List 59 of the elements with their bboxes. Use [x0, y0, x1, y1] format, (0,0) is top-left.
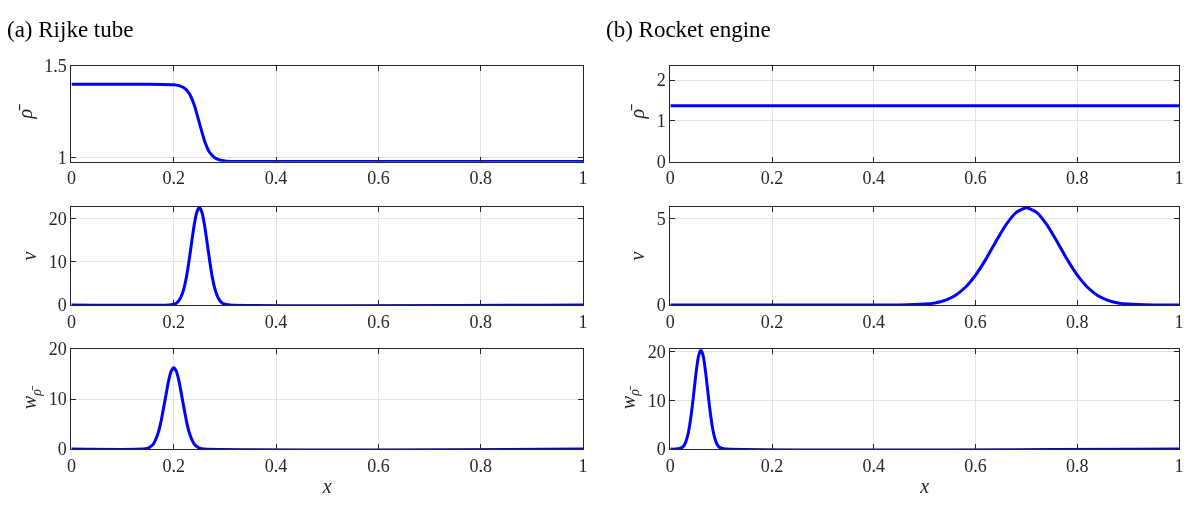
- x-tick-label: 0.4: [862, 311, 886, 332]
- line-series: [670, 206, 1180, 305]
- y-tick-label: 0: [656, 295, 666, 316]
- x-tick-label: 0.2: [760, 455, 784, 476]
- x-tick-label: 0.2: [760, 168, 784, 189]
- chart-title: (b) Rocket engine: [606, 17, 771, 42]
- y-tick-label: 1: [57, 148, 67, 169]
- y-tick-label: 20: [647, 341, 666, 362]
- y-tick-label: 10: [647, 390, 666, 411]
- y-axis-title: v: [626, 251, 649, 261]
- x-tick-label: 0.4: [264, 168, 288, 189]
- x-tick-label: 0.8: [1066, 168, 1089, 189]
- x-tick-label: 0.4: [862, 455, 886, 476]
- x-tick-label: 1: [578, 311, 588, 332]
- y-tick-label: 0: [656, 439, 666, 460]
- y-tick-label: 10: [48, 251, 67, 272]
- x-tick-label: 0.8: [1066, 455, 1089, 476]
- x-tick-label: 0.2: [162, 455, 186, 476]
- y-tick-label: 1: [656, 111, 666, 132]
- y-tick-label: 5: [656, 208, 666, 229]
- x-tick-label: 1: [578, 455, 588, 476]
- x-tick-label: 1: [1174, 311, 1184, 332]
- y-tick-label: 2: [656, 70, 666, 91]
- x-tick-label: 0.8: [469, 168, 493, 189]
- x-axis-title: x: [321, 475, 332, 498]
- y-tick-label: 20: [48, 208, 67, 229]
- y-axis-title: ρ̄: [626, 103, 650, 120]
- y-tick-label: 10: [48, 389, 67, 410]
- line-series: [670, 349, 1180, 450]
- y-tick-label: 0: [57, 439, 67, 460]
- x-tick-label: 0.6: [964, 311, 987, 332]
- x-tick-label: 1: [1174, 168, 1184, 189]
- x-tick-label: 1: [578, 168, 588, 189]
- x-tick-label: 0.8: [469, 311, 493, 332]
- x-tick-label: 1: [1174, 455, 1184, 476]
- x-tick-label: 0.6: [367, 168, 390, 189]
- y-tick-label: 20: [48, 339, 67, 360]
- line-series: [71, 82, 584, 162]
- x-tick-label: 0.2: [760, 311, 784, 332]
- x-tick-label: 0.4: [264, 455, 288, 476]
- x-tick-label: 0.6: [964, 455, 987, 476]
- x-tick-label: 0.2: [162, 168, 186, 189]
- x-tick-label: 0.2: [162, 311, 186, 332]
- y-tick-label: 0: [656, 152, 666, 173]
- y-axis-title: v: [18, 251, 41, 261]
- y-tick-label: 0: [57, 295, 67, 316]
- x-tick-label: 0.4: [264, 311, 288, 332]
- y-tick-label: 1.5: [44, 56, 67, 77]
- x-tick-label: 0.6: [964, 168, 987, 189]
- chart-title: (a) Rijke tube: [7, 17, 134, 42]
- x-tick-label: 0.6: [367, 311, 390, 332]
- x-tick-label: 0.6: [367, 455, 390, 476]
- x-tick-label: 0.8: [1066, 311, 1089, 332]
- y-axis-title: ρ̄: [13, 103, 37, 120]
- x-tick-label: 0.8: [469, 455, 493, 476]
- x-axis-title: x: [919, 475, 930, 498]
- line-series: [71, 366, 584, 450]
- line-series: [71, 206, 584, 305]
- x-tick-label: 0.4: [862, 168, 886, 189]
